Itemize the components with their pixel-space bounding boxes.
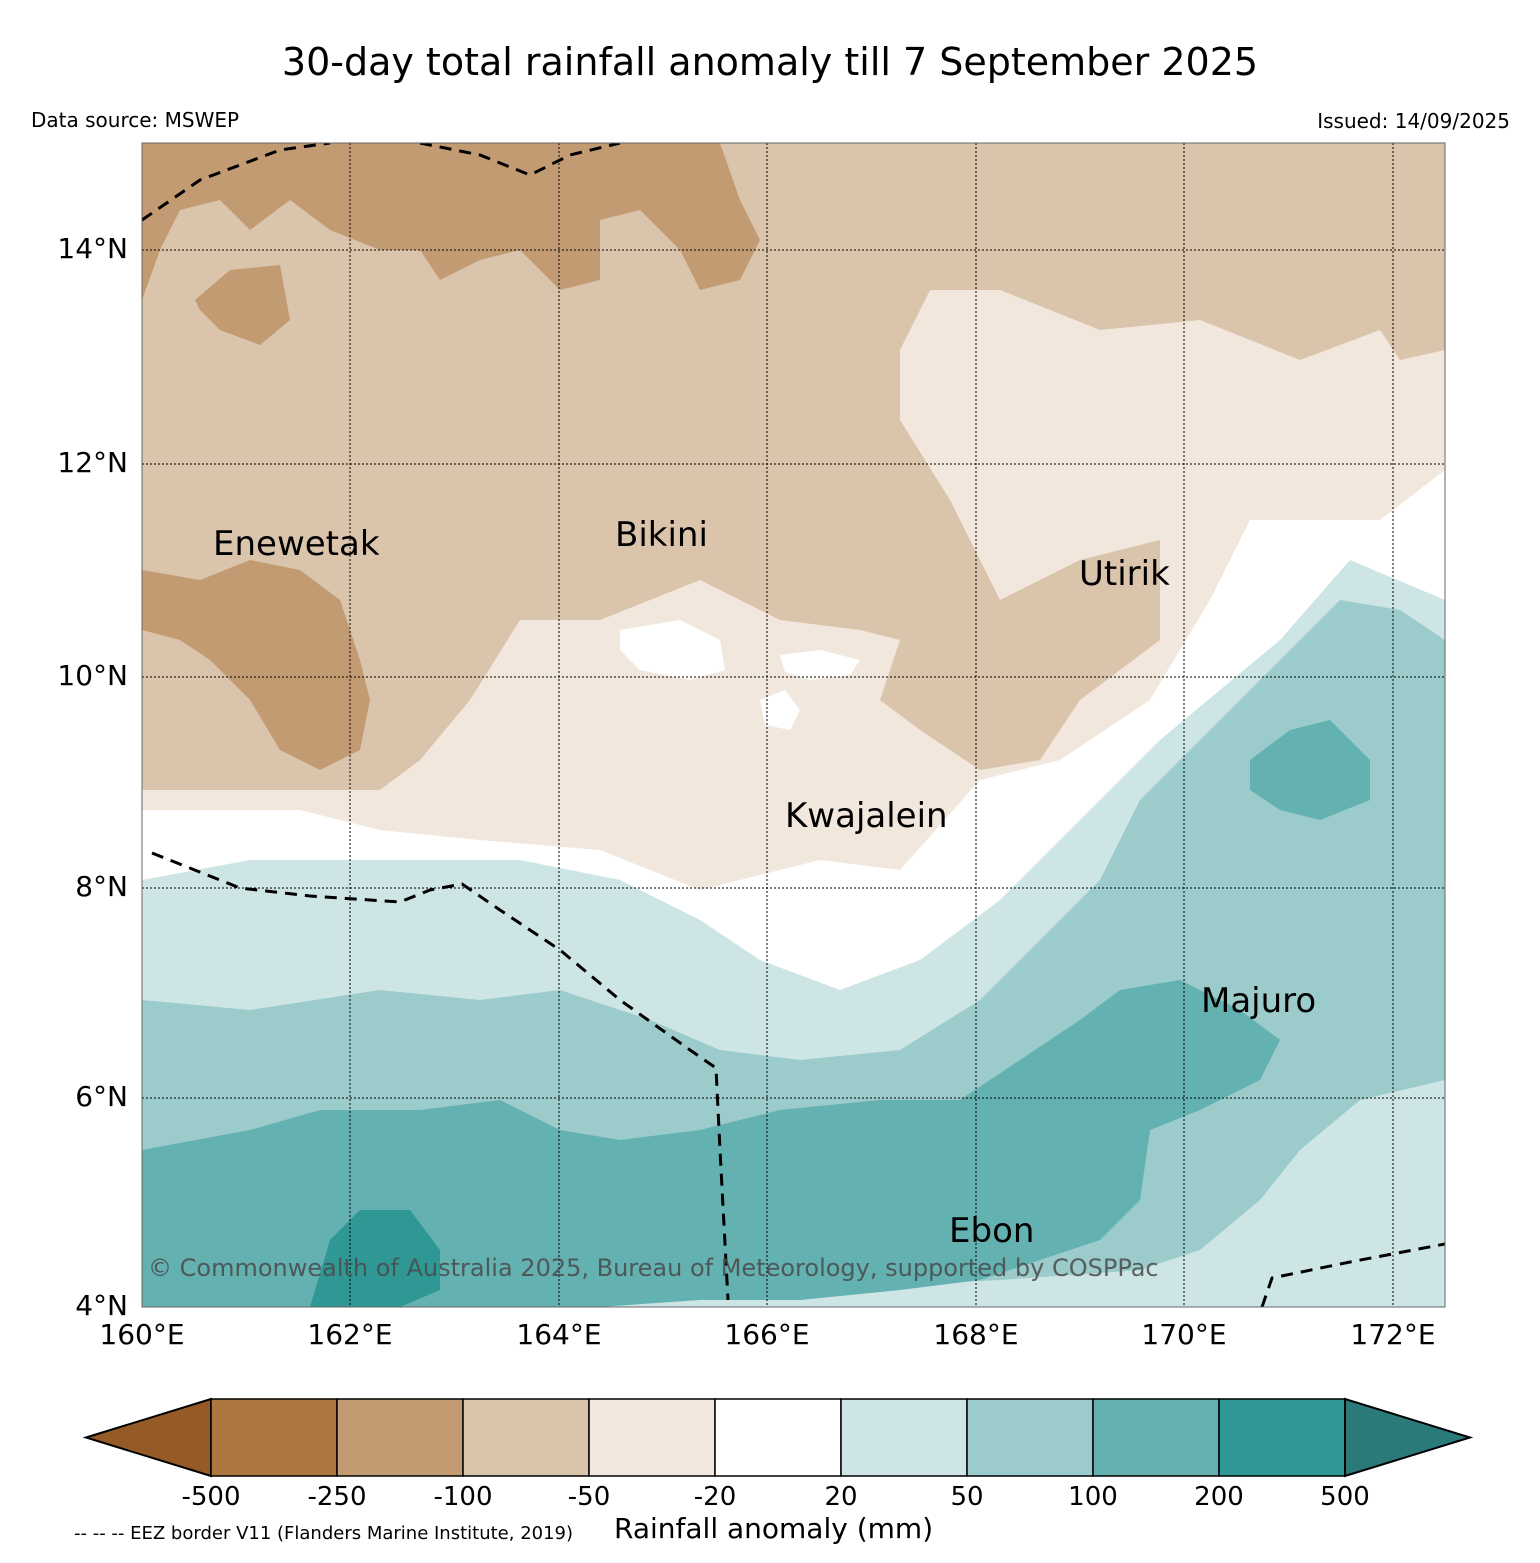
lat-tick-label: 10°N	[57, 659, 128, 692]
eez-border-lines	[142, 143, 1445, 1307]
colorbar-tick-label: -50	[567, 1482, 611, 1512]
anomaly-region-minus100	[142, 143, 1445, 790]
lon-tick-label: 160°E	[99, 1318, 185, 1351]
colorbar-segment	[714, 1398, 842, 1477]
map-title: 30-day total rainfall anomaly till 7 Sep…	[281, 40, 1259, 84]
colorbar-tick-label: -250	[307, 1482, 367, 1512]
colorbar-tick-label: 20	[824, 1482, 858, 1512]
map-frame	[141, 142, 1446, 1308]
colorbar-tick-label: -500	[181, 1482, 241, 1512]
lon-tick-label: 172°E	[1350, 1318, 1436, 1351]
anomaly-region-plus100	[142, 980, 1280, 1307]
lon-tick-label: 170°E	[1141, 1318, 1227, 1351]
lat-tick-label: 14°N	[57, 232, 128, 265]
issued-date-label: Issued: 14/09/2025	[1317, 109, 1510, 133]
place-label-utirik: Utirik	[1079, 554, 1170, 594]
rainfall-anomaly-map	[141, 142, 1446, 1308]
anomaly-region-minus250-north	[142, 143, 760, 300]
eez-legend-note: -- -- -- EEZ border V11 (Flanders Marine…	[74, 1523, 574, 1544]
colorbar-tick-label: 200	[1194, 1482, 1244, 1512]
colorbar-title: Rainfall anomaly (mm)	[614, 1512, 934, 1545]
colorbar-segment	[588, 1398, 716, 1477]
anomaly-region-neutral-3	[760, 690, 800, 730]
place-label-kwajalein: Kwajalein	[785, 796, 948, 836]
lat-tick-label: 8°N	[75, 870, 128, 903]
colorbar-extend-high	[1344, 1397, 1474, 1478]
colorbar-tick-label: -20	[693, 1482, 737, 1512]
colorbar-segment	[840, 1398, 968, 1477]
colorbar-segment	[1218, 1398, 1346, 1477]
anomaly-field	[142, 143, 1445, 1307]
anomaly-region-minus250-west	[142, 560, 370, 770]
colorbar-tick-label: 50	[950, 1482, 984, 1512]
anomaly-region-plus100-east	[1250, 720, 1370, 820]
place-label-majuro: Majuro	[1201, 981, 1317, 1021]
graticule	[142, 143, 1445, 1307]
colorbar-segment	[210, 1398, 338, 1477]
anomaly-region-neutral-1	[620, 620, 725, 680]
colorbar-tick-label: 100	[1068, 1482, 1118, 1512]
lat-tick-label: 4°N	[75, 1289, 128, 1322]
colorbar-segment	[462, 1398, 590, 1477]
lon-tick-label: 164°E	[516, 1318, 602, 1351]
lon-tick-label: 168°E	[933, 1318, 1019, 1351]
colorbar-extend-low	[82, 1397, 212, 1478]
place-label-ebon: Ebon	[949, 1211, 1035, 1251]
anomaly-region-minus250-nw	[195, 265, 290, 345]
colorbar-tick-label: -100	[433, 1482, 493, 1512]
lat-tick-label: 12°N	[57, 446, 128, 479]
place-label-bikini: Bikini	[615, 515, 708, 555]
anomaly-region-plus200	[310, 1210, 440, 1307]
anomaly-region-neutral-2	[780, 650, 860, 680]
copyright-watermark: © Commonwealth of Australia 2025, Bureau…	[148, 1254, 1159, 1282]
lon-tick-label: 166°E	[724, 1318, 810, 1351]
lon-tick-label: 162°E	[307, 1318, 393, 1351]
colorbar-tick-label: 500	[1320, 1482, 1370, 1512]
colorbar-segment	[966, 1398, 1094, 1477]
colorbar-segment	[336, 1398, 464, 1477]
colorbar-segment	[1092, 1398, 1220, 1477]
lat-tick-label: 6°N	[75, 1080, 128, 1113]
data-source-label: Data source: MSWEP	[31, 108, 240, 132]
place-label-enewetak: Enewetak	[213, 524, 380, 564]
